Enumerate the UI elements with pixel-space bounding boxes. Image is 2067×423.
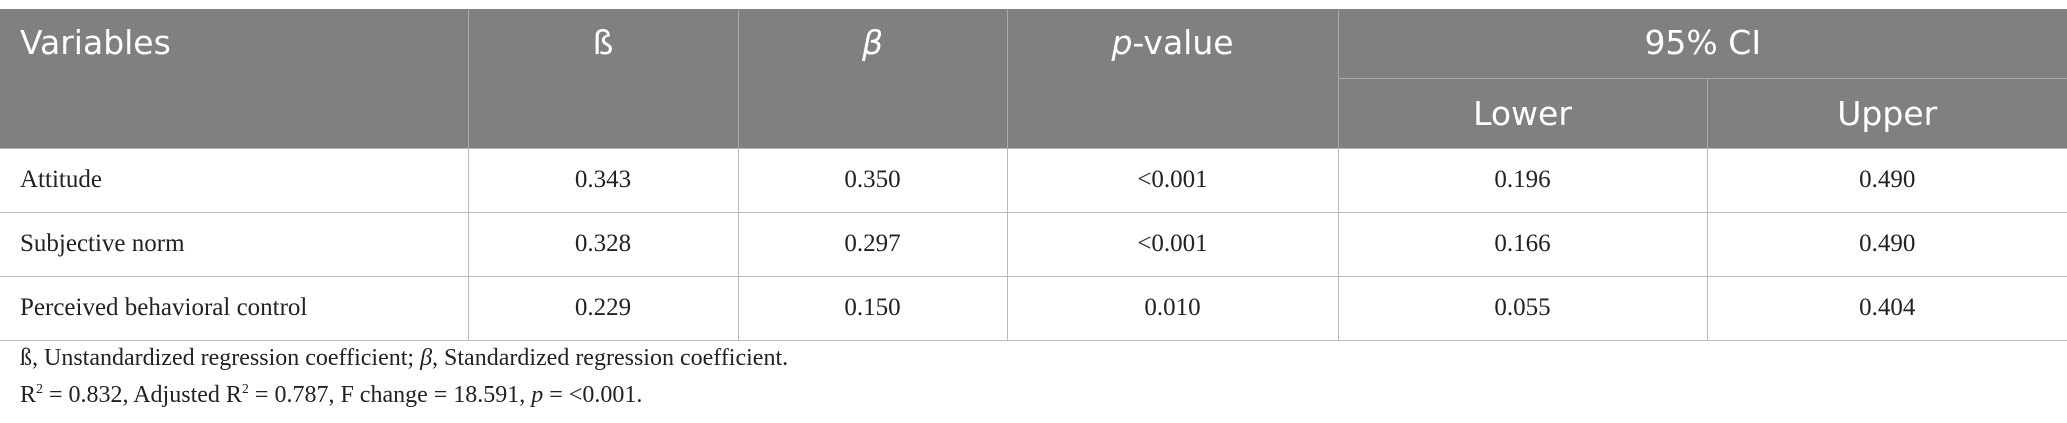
row-label: Subjective norm — [0, 211, 469, 277]
cell: 0.229 — [467, 275, 739, 341]
cell: <0.001 — [1006, 147, 1339, 213]
header-cell: 95% CI — [1337, 9, 2067, 78]
cell: <0.001 — [1006, 211, 1339, 277]
regression-table: Variables ß β p-value 95% CI Lower Upper… — [0, 9, 2067, 341]
footnote: ß, Unstandardized regression coefficient… — [20, 340, 788, 377]
header-cell: p-value — [1006, 9, 1339, 148]
header-text: β — [861, 23, 884, 62]
cell: 0.166 — [1337, 211, 1708, 277]
header-row: Variables ß β p-value 95% CI — [0, 9, 2067, 148]
note-text: p — [531, 382, 544, 408]
cell: 0.055 — [1337, 275, 1708, 341]
note-text: = 0.787, F change = 18.591, — [248, 382, 532, 408]
header-row: Lower Upper — [0, 77, 2067, 148]
footnotes: ß, Unstandardized regression coefficient… — [20, 340, 788, 414]
note-text: β — [420, 345, 433, 371]
note-text: = <0.001. — [543, 382, 643, 408]
table-row: Subjective norm 0.328 0.297 <0.001 0.166 0.49… — [0, 211, 2067, 277]
note-text: 2 — [241, 382, 249, 397]
cell: 0.297 — [737, 211, 1008, 277]
header-text: -value — [1132, 23, 1234, 62]
header-text: p — [1111, 23, 1133, 62]
note-text: , Standardized regression coefficient. — [432, 345, 789, 371]
header-cell: ß — [467, 9, 739, 148]
note-text: = 0.832, Adjusted R — [43, 382, 242, 408]
table-body: Attitude 0.343 0.350 <0.001 0.196 0.490 Subjec… — [0, 147, 2067, 341]
note-text: ß, Unstandardized regression coefficient… — [20, 345, 421, 371]
row-label: Perceived behavioral control — [0, 275, 469, 341]
cell: 0.010 — [1006, 275, 1339, 341]
cell: 0.490 — [1706, 211, 2067, 277]
cell: 0.490 — [1706, 147, 2067, 213]
header-cell: β — [737, 9, 1008, 148]
note-text: 2 — [36, 382, 44, 397]
cell: 0.150 — [737, 275, 1008, 341]
cell: 0.328 — [467, 211, 739, 277]
cell: 0.196 — [1337, 147, 1708, 213]
cell: 0.404 — [1706, 275, 2067, 341]
cell: 0.343 — [467, 147, 739, 213]
table-row: Perceived behavioral control 0.229 0.150 0.… — [0, 275, 2067, 341]
table-row: Attitude 0.343 0.350 <0.001 0.196 0.490 — [0, 147, 2067, 213]
header-cell: Variables — [0, 9, 469, 148]
note-text: R — [20, 382, 37, 408]
header-cell: Lower — [1338, 77, 1708, 148]
cell: 0.350 — [737, 147, 1008, 213]
row-label: Attitude — [0, 147, 469, 213]
header-cell: Upper — [1706, 77, 2067, 148]
footnote: R2 = 0.832, Adjusted R2 = 0.787, F chang… — [20, 377, 788, 414]
